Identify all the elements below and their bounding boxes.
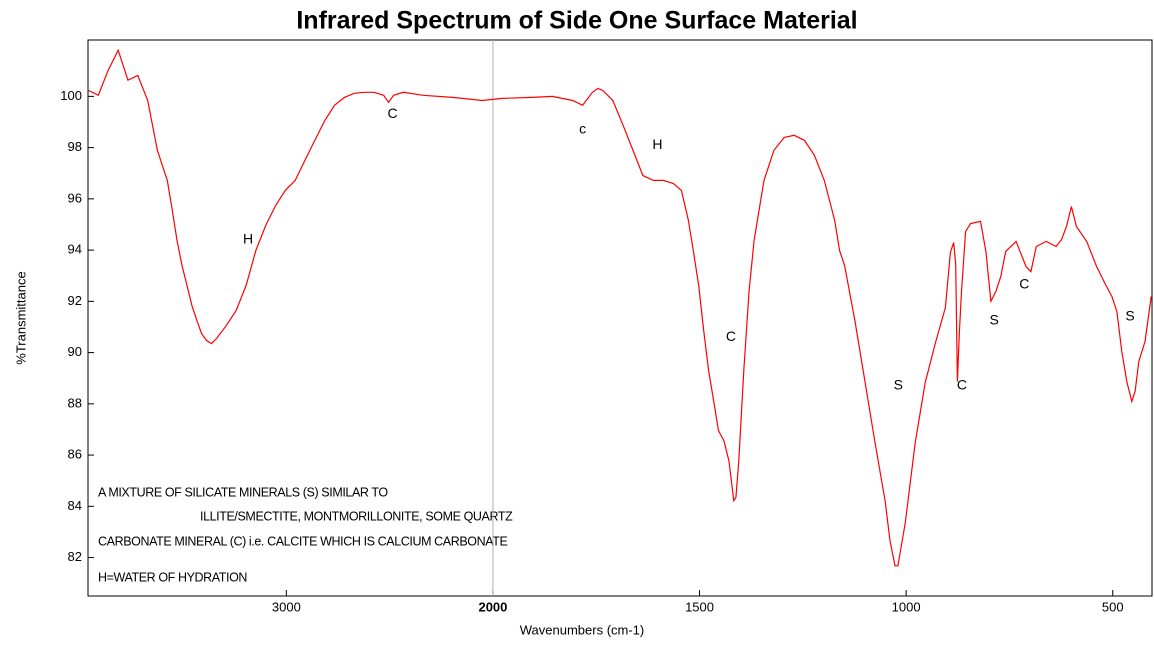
- x-tick-label: 1500: [685, 599, 714, 614]
- peak-annotation: S: [894, 377, 903, 393]
- note: H=WATER OF HYDRATION: [98, 570, 247, 584]
- y-tick-label: 96: [68, 190, 82, 205]
- x-axis-label: Wavenumbers (cm-1): [520, 622, 644, 637]
- peak-annotation: C: [1019, 275, 1029, 291]
- y-tick-label: 82: [68, 549, 82, 564]
- peak-annotation: C: [957, 377, 967, 393]
- peak-annotation: H: [243, 231, 253, 247]
- x-tick-label: 500: [1102, 599, 1124, 614]
- y-tick-label: 94: [68, 242, 82, 257]
- peak-annotation: S: [1125, 307, 1134, 323]
- note: A MIXTURE OF SILICATE MINERALS (S) SIMIL…: [98, 485, 388, 499]
- peak-annotation: C: [726, 328, 736, 344]
- x-tick-label: 2000: [478, 599, 507, 614]
- y-tick-label: 92: [68, 293, 82, 308]
- chart-title: Infrared Spectrum of Side One Surface Ma…: [296, 7, 857, 35]
- note: CARBONATE MINERAL (C) i.e. CALCITE WHICH…: [98, 534, 508, 548]
- spectrum-line: [88, 48, 1152, 567]
- y-tick-label: 98: [68, 139, 82, 154]
- x-tick-label: 3000: [272, 599, 301, 614]
- y-tick-label: 84: [68, 498, 82, 513]
- note: ILLITE/SMECTITE, MONTMORILLONITE, SOME Q…: [200, 509, 513, 523]
- y-axis-label: %Transmittance: [13, 271, 28, 364]
- y-tick-label: 86: [68, 447, 82, 462]
- x-tick-label: 1000: [892, 599, 921, 614]
- peak-annotation: c: [579, 120, 586, 136]
- plot-frame: [87, 39, 1153, 597]
- peak-annotation: C: [387, 105, 397, 121]
- peak-annotation: S: [989, 311, 998, 327]
- y-tick-label: 100: [60, 88, 82, 103]
- y-tick-label: 90: [68, 344, 82, 359]
- peak-annotation: H: [652, 136, 662, 152]
- y-tick-label: 88: [68, 395, 82, 410]
